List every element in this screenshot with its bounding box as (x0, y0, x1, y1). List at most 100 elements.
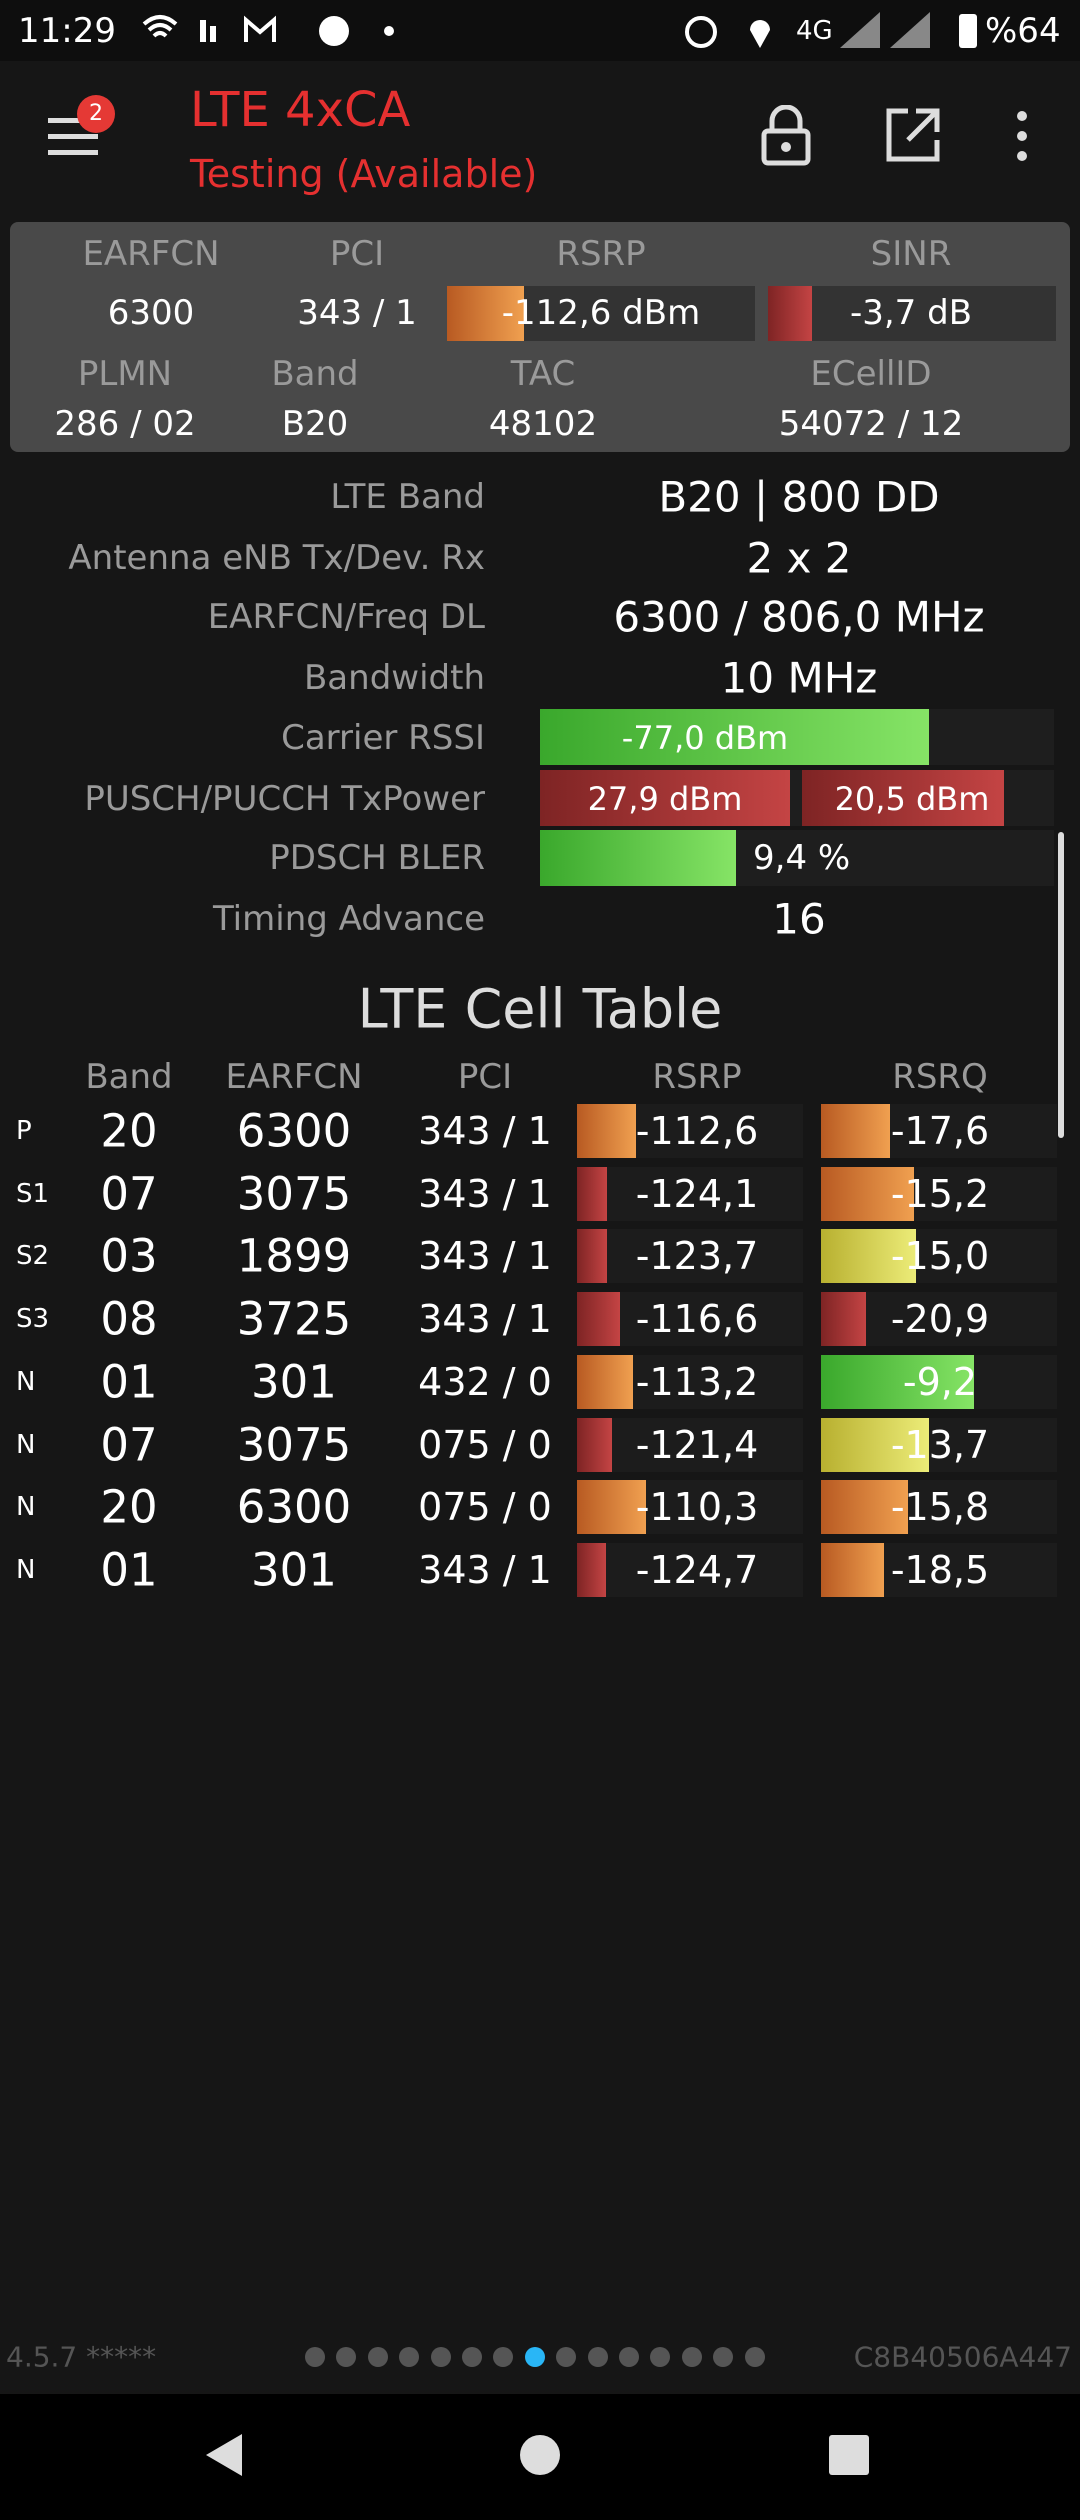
cell-rsrp: -113,2 (635, 1359, 759, 1404)
cell-band: 08 (100, 1292, 158, 1346)
nav-buttons[interactable] (190, 2420, 890, 2490)
summary-value: 343 / 1 (297, 293, 417, 333)
rsrq-bar (821, 1417, 929, 1472)
cell-earfcn: 301 (251, 1543, 337, 1597)
page-dot[interactable] (587, 2347, 608, 2367)
status-icons (142, 15, 394, 46)
pucch-bar (802, 770, 1004, 826)
rsrp-bar (577, 1542, 606, 1597)
page-dot[interactable] (556, 2347, 577, 2367)
rsrq-bar (821, 1292, 866, 1347)
cell-earfcn: 3725 (236, 1292, 352, 1346)
info-value: B20 | 800 DD (658, 472, 940, 522)
table-header: RSRQ (892, 1057, 988, 1097)
page-dot[interactable] (619, 2347, 639, 2367)
info-label: LTE Band (330, 477, 485, 517)
app-version: 4.5.7 ***** (6, 2340, 157, 2374)
rsrp-bar (577, 1292, 620, 1347)
summary-label: RSRP (556, 234, 646, 274)
rsrq-bar (821, 1542, 884, 1597)
cell-type: N (16, 1492, 36, 1523)
page-dot[interactable] (713, 2347, 734, 2367)
page-dot[interactable] (524, 2347, 545, 2367)
bler-bar (540, 830, 736, 886)
page-dot[interactable] (430, 2347, 451, 2367)
cell-band: 20 (100, 1104, 158, 1158)
cell-rsrq: -15,0 (890, 1234, 990, 1279)
cell-band: 01 (100, 1543, 158, 1597)
cell-type: N (16, 1429, 36, 1460)
page-dot[interactable] (305, 2347, 325, 2367)
table-header: EARFCN (225, 1057, 363, 1097)
cell-rsrp: -116,6 (635, 1297, 759, 1342)
cell-band: 03 (100, 1229, 158, 1283)
battery-icon (959, 14, 977, 48)
menu-button[interactable] (44, 110, 104, 158)
status-bar (0, 0, 1080, 61)
summary-label: ECellID (810, 354, 932, 394)
cell-rsrq: -18,5 (890, 1547, 990, 1592)
rsrp-bar-bg (577, 1417, 803, 1472)
pusch-bar (540, 770, 790, 826)
info-label: Antenna eNB Tx/Dev. Rx (68, 538, 485, 578)
status-time: 11:29 (18, 11, 116, 51)
rsrq-bar (821, 1166, 914, 1221)
info-value: 9,4 % (753, 838, 851, 878)
page-dot[interactable] (493, 2347, 514, 2367)
device-id: C8B40506A447 (853, 2340, 1072, 2374)
rsrp-bar-bg (577, 1229, 803, 1284)
overflow-menu[interactable] (1010, 108, 1034, 164)
rsrq-bar (821, 1354, 974, 1409)
open-external-button[interactable] (884, 106, 942, 164)
info-value: 27,9 dBm (587, 780, 743, 818)
page-dot[interactable] (744, 2347, 765, 2367)
info-label: Carrier RSSI (281, 718, 485, 758)
rsrp-bar (577, 1166, 607, 1221)
summary-label: SINR (870, 234, 952, 274)
cell-rsrq: -9,2 (902, 1359, 978, 1404)
cell-earfcn: 6300 (236, 1104, 352, 1158)
signal-icons (840, 12, 930, 48)
cell-earfcn: 3075 (236, 1418, 352, 1471)
cell-type: N (16, 1554, 36, 1585)
cell-earfcn: 1899 (236, 1229, 352, 1283)
rsrp-bar-bg (577, 1166, 803, 1221)
cell-rsrp: -124,7 (635, 1547, 759, 1592)
cell-type: S2 (16, 1241, 50, 1272)
cell-band: 07 (100, 1167, 158, 1221)
info-label: Bandwidth (303, 658, 485, 698)
rsrp-bar (577, 1480, 646, 1535)
cell-pci: 343 / 1 (418, 1547, 552, 1592)
table-header: PCI (457, 1057, 513, 1097)
page-dot[interactable] (462, 2347, 482, 2367)
info-value: 16 (772, 894, 826, 944)
cell-earfcn: 6300 (236, 1480, 352, 1534)
page-dot[interactable] (650, 2347, 671, 2367)
cell-pci: 343 / 1 (418, 1234, 552, 1279)
battery-level: %64 (985, 11, 1061, 51)
summary-value: 54072 / 12 (778, 404, 964, 444)
info-value: 10 MHz (720, 653, 878, 703)
summary-label: PCI (329, 234, 385, 274)
cell-rsrp: -123,7 (635, 1234, 759, 1279)
table-header: RSRP (652, 1057, 742, 1097)
cell-rsrq: -17,6 (890, 1109, 990, 1153)
page-dot[interactable] (399, 2347, 420, 2367)
cell-rsrq: -15,2 (890, 1171, 990, 1216)
cell-earfcn: 3075 (236, 1167, 352, 1221)
cell-rsrp: -124,1 (635, 1171, 759, 1216)
rsrq-bar (821, 1480, 908, 1535)
rsrq-bar (821, 1104, 890, 1158)
page-dot[interactable] (367, 2347, 388, 2367)
cell-band: 01 (100, 1355, 158, 1409)
summary-label: PLMN (77, 354, 173, 394)
lock-button[interactable] (756, 105, 816, 167)
page-dot[interactable] (336, 2347, 357, 2367)
rsrp-bar (447, 286, 524, 341)
cell-pci: 075 / 0 (418, 1422, 552, 1467)
cell-rsrq: -20,9 (890, 1297, 990, 1342)
summary-label: EARFCN (82, 234, 220, 274)
page-dot[interactable] (681, 2347, 702, 2367)
summary-label: Band (271, 354, 359, 394)
